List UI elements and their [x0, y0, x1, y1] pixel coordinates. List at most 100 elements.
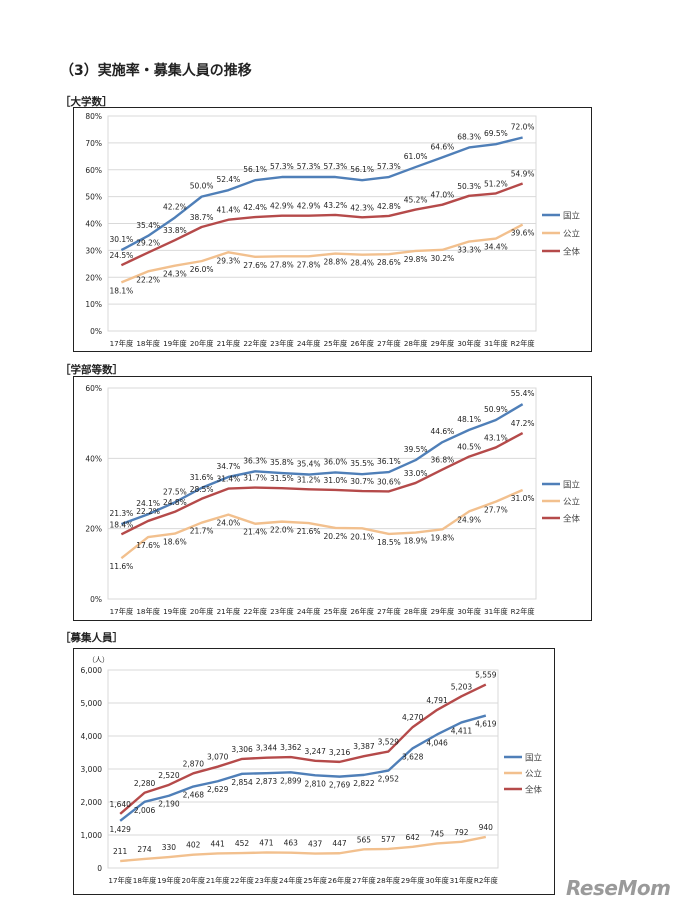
x-tick-label: R2年度 [474, 876, 498, 885]
y-tick-label: 0% [90, 595, 102, 604]
data-label: 55.4% [511, 389, 535, 398]
series-line-公立 [120, 835, 487, 863]
x-tick-label: 29年度 [431, 339, 455, 348]
data-label: 22.2% [136, 275, 160, 284]
x-tick-label: 27年度 [377, 339, 401, 348]
data-label: 31.0% [323, 476, 347, 485]
data-label: 56.1% [350, 165, 374, 174]
data-label: 26.0% [190, 265, 214, 274]
x-tick-label: 25年度 [324, 339, 348, 348]
x-tick-label: 19年度 [163, 339, 187, 348]
series-line-全体 [120, 431, 524, 536]
data-label: 36.0% [323, 457, 347, 466]
x-tick-label: 29年度 [401, 876, 425, 885]
chart-recruitment: 0 1,000 2,000 3,000 4,000 5,000 6,000 （人） 17年度 18… [73, 648, 555, 895]
data-label: 402 [186, 841, 201, 850]
x-tick-label: 25年度 [324, 607, 348, 616]
data-label: 28.8% [323, 258, 347, 267]
x-tick-label: 30年度 [457, 607, 481, 616]
series-line-全体 [119, 683, 487, 815]
data-label: 274 [137, 845, 152, 854]
data-label: 34.7% [216, 462, 240, 471]
x-tick-label: 31年度 [484, 339, 508, 348]
y-tick-label: 1,000 [81, 831, 103, 840]
data-label: 39.6% [511, 229, 535, 238]
y-tick-label: 80% [85, 112, 102, 121]
data-label: 38.7% [190, 213, 214, 222]
x-tick-label: 18年度 [133, 876, 157, 885]
series-line-国立 [120, 403, 524, 526]
data-label: 3,216 [329, 748, 351, 757]
data-label: 1,429 [109, 825, 131, 834]
y-tick-label: 50% [85, 193, 102, 202]
x-tick-label: 22年度 [230, 876, 254, 885]
data-label: 57.3% [377, 162, 401, 171]
data-label: 4,619 [475, 720, 497, 729]
data-label: 21.6% [297, 527, 321, 536]
data-label: 24.5% [109, 251, 133, 260]
data-label: 42.8% [377, 202, 401, 211]
data-label: 437 [308, 840, 323, 849]
chart-faculties: 0% 20% 40% 60% 17年度 18年度 19年度 20年度 21年度 22年度 23年度 2… [73, 376, 592, 621]
data-label: 41.4% [216, 206, 240, 215]
data-label: 72.0% [511, 123, 535, 132]
data-label: 64.6% [430, 142, 454, 151]
y-tick-label: 3,000 [81, 765, 103, 774]
y-tick-label: 40% [85, 454, 102, 463]
data-label: 4,791 [426, 696, 448, 705]
data-label: 441 [211, 839, 226, 848]
data-label: 33.8% [163, 226, 187, 235]
data-label: 30.1% [109, 235, 133, 244]
data-label: 5,559 [475, 671, 497, 680]
x-tick-label: 23年度 [270, 339, 294, 348]
data-label: 31.4% [216, 475, 240, 484]
y-tick-label: 40% [85, 220, 102, 229]
y-tick-label: 4,000 [81, 732, 103, 741]
x-tick-label: 30年度 [457, 339, 481, 348]
section-label-universities: ［大学数］ [60, 96, 113, 108]
data-label: 42.2% [163, 203, 187, 212]
y-tick-label: 2,000 [81, 798, 103, 807]
data-label: 565 [357, 835, 372, 844]
x-tick-label: 20年度 [190, 607, 214, 616]
data-label: 2,873 [256, 777, 278, 786]
data-label: 2,952 [378, 775, 400, 784]
y-tick-label: 30% [85, 246, 102, 255]
data-label: 27.8% [270, 260, 294, 269]
data-label: 52.4% [216, 175, 240, 184]
data-label: 577 [381, 835, 396, 844]
section-label-recruitment: ［募集人員］ [60, 632, 123, 644]
data-label: 940 [479, 823, 494, 832]
data-label: 30.7% [350, 477, 374, 486]
data-label: 452 [235, 839, 250, 848]
data-label: 2,899 [280, 776, 302, 785]
data-label: 21.4% [243, 528, 267, 537]
data-label: 31.0% [511, 494, 535, 503]
page-title: （3）実施率・募集人員の推移 [60, 63, 252, 79]
data-label: 447 [332, 839, 347, 848]
data-label: 2,822 [353, 779, 375, 788]
series-line-公立 [120, 223, 524, 284]
data-label: 68.3% [457, 132, 481, 141]
data-label: 61.0% [404, 152, 428, 161]
data-label: 36.1% [377, 457, 401, 466]
x-tick-label: 21年度 [217, 607, 241, 616]
x-tick-label: 31年度 [484, 607, 508, 616]
data-label: 31.5% [270, 474, 294, 483]
x-tick-label: 24年度 [297, 607, 321, 616]
data-label: 50.0% [190, 182, 214, 191]
data-label: 50.9% [484, 405, 508, 414]
x-tick-label: 29年度 [431, 607, 455, 616]
data-label: 3,247 [304, 747, 326, 756]
data-label: 471 [259, 838, 274, 847]
data-label: 745 [430, 829, 445, 838]
data-label: 2,280 [134, 779, 156, 788]
data-label: 54.9% [511, 169, 535, 178]
data-label: 43.2% [323, 201, 347, 210]
data-label: 24.8% [163, 498, 187, 507]
legend-label: 全体 [525, 785, 543, 796]
data-label: 20.2% [323, 532, 347, 541]
data-label: 3,306 [231, 745, 253, 754]
data-label: 5,203 [451, 682, 473, 691]
y-tick-label: 0 [97, 864, 102, 873]
